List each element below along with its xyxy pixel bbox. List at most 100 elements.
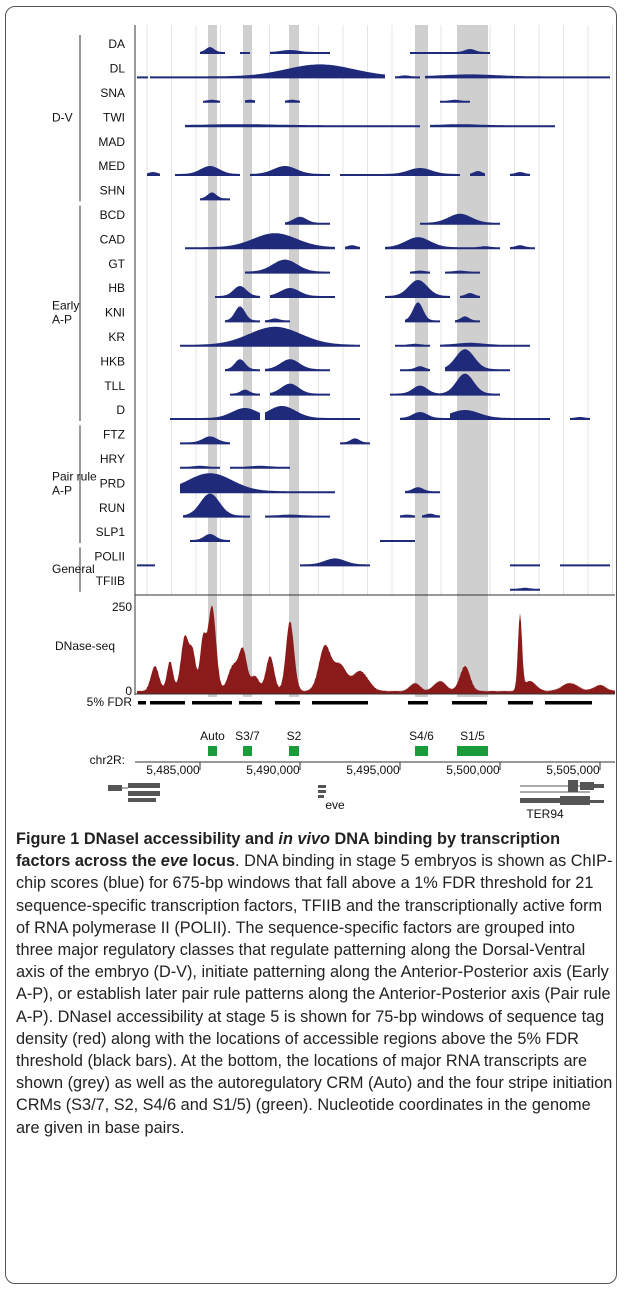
chip-signal [265, 406, 360, 420]
dnase-bottom: 0 [125, 684, 132, 698]
chip-signal [405, 302, 440, 323]
chip-signal [185, 124, 420, 128]
chip-signal [422, 513, 440, 518]
chip-signal [285, 99, 300, 103]
track-label: SLP1 [96, 525, 126, 539]
chip-signal [245, 259, 330, 274]
track-label: SNA [100, 86, 125, 100]
chip-signal [180, 473, 335, 494]
gene-model [568, 780, 578, 792]
dnase-label: DNase-seq [55, 639, 115, 653]
chip-signal [215, 286, 260, 298]
chip-signal [420, 213, 500, 225]
gene-model [520, 798, 560, 803]
gene-model [128, 798, 156, 802]
chip-signal [410, 270, 430, 274]
chip-signal [455, 49, 490, 54]
chip-signal [200, 47, 225, 54]
crm-box [208, 746, 217, 756]
gene-model [318, 785, 326, 788]
chip-signal [440, 99, 470, 103]
chip-signal [150, 64, 385, 79]
chip-signal [570, 417, 590, 420]
coord-label: 5,505,000 [546, 763, 600, 777]
chip-signal [345, 245, 360, 250]
caption-title: Figure 1 DNaseI accessibility and in viv… [16, 830, 560, 870]
caption-title-part: Figure 1 DNaseI accessibility and [16, 830, 279, 848]
chip-signal [510, 564, 540, 567]
track-label: D [116, 403, 125, 417]
chip-signal [285, 216, 330, 225]
gene-eve: eve [325, 798, 345, 812]
chip-signal [340, 174, 380, 176]
fdr-bar [239, 701, 262, 705]
chip-signal [425, 74, 610, 79]
chip-signal [203, 99, 220, 103]
chip-signal [385, 237, 470, 250]
chrom-label: chr2R: [90, 753, 125, 767]
fdr-bar [452, 701, 487, 705]
gene-model [560, 796, 590, 805]
chip-signal [200, 192, 230, 201]
chip-signal [510, 245, 535, 250]
dnase-top: 250 [112, 600, 132, 614]
track-label: MED [98, 159, 125, 173]
chip-signal [147, 172, 160, 176]
group-label: A-P [52, 483, 72, 497]
chip-signal [250, 166, 330, 176]
gene-model [128, 783, 160, 788]
coord-label: 5,485,000 [146, 763, 200, 777]
gene-ter94: TER94 [526, 807, 564, 821]
chip-signal [390, 385, 440, 396]
chip-signal [265, 359, 330, 372]
chip-signal [405, 487, 440, 494]
track-label: POLII [94, 550, 125, 564]
caption: Figure 1 DNaseI accessibility and in viv… [16, 828, 614, 1139]
crm-label: S2 [287, 729, 302, 743]
chip-signal [230, 465, 290, 469]
crm-label: Auto [200, 729, 225, 743]
figure: DA DL SNA TWI MAD MED SHN D-V BCD CAD GT HB KNI KR HKB… [52, 25, 615, 821]
chip-signal [270, 383, 330, 396]
gene-model [590, 800, 604, 803]
track-label: HRY [100, 452, 125, 466]
chip-signal [380, 168, 460, 176]
coord-label: 5,490,000 [246, 763, 300, 777]
dnase-signal [137, 605, 615, 694]
chip-signal [395, 75, 420, 79]
chip-signal [440, 342, 530, 347]
chip-signal [270, 288, 335, 298]
track-label: CAD [100, 232, 126, 246]
chip-signal [245, 99, 255, 103]
caption-title-part: locus [187, 852, 236, 871]
track-label: KNI [105, 306, 125, 320]
fdr-bar [138, 701, 146, 705]
group-label: D-V [52, 110, 73, 124]
chip-signal [400, 514, 415, 518]
crm-box [289, 746, 299, 756]
chip-signal [190, 534, 230, 542]
fdr-bar [192, 701, 232, 705]
chip-signal [137, 564, 155, 567]
chip-signal [180, 436, 230, 445]
chip-signal [510, 172, 530, 176]
group-label: General [52, 562, 95, 576]
track-label: TFIIB [96, 574, 125, 588]
track-label: PRD [100, 476, 126, 490]
chip-signal [265, 318, 290, 323]
chip-signal [340, 438, 370, 445]
coord-label: 5,500,000 [446, 763, 500, 777]
caption-title-italic: eve [160, 852, 188, 871]
group-label: Pair rule [52, 469, 97, 483]
track-label: SHN [100, 184, 125, 198]
chip-signal [380, 540, 415, 542]
track-label: KR [108, 330, 125, 344]
chip-signal [225, 359, 260, 372]
chip-signal [385, 280, 450, 298]
chip-signal [455, 316, 480, 323]
chip-signal [180, 465, 220, 469]
chip-signal [395, 343, 430, 347]
track-label: FTZ [103, 428, 125, 442]
chip-signal [470, 171, 485, 176]
